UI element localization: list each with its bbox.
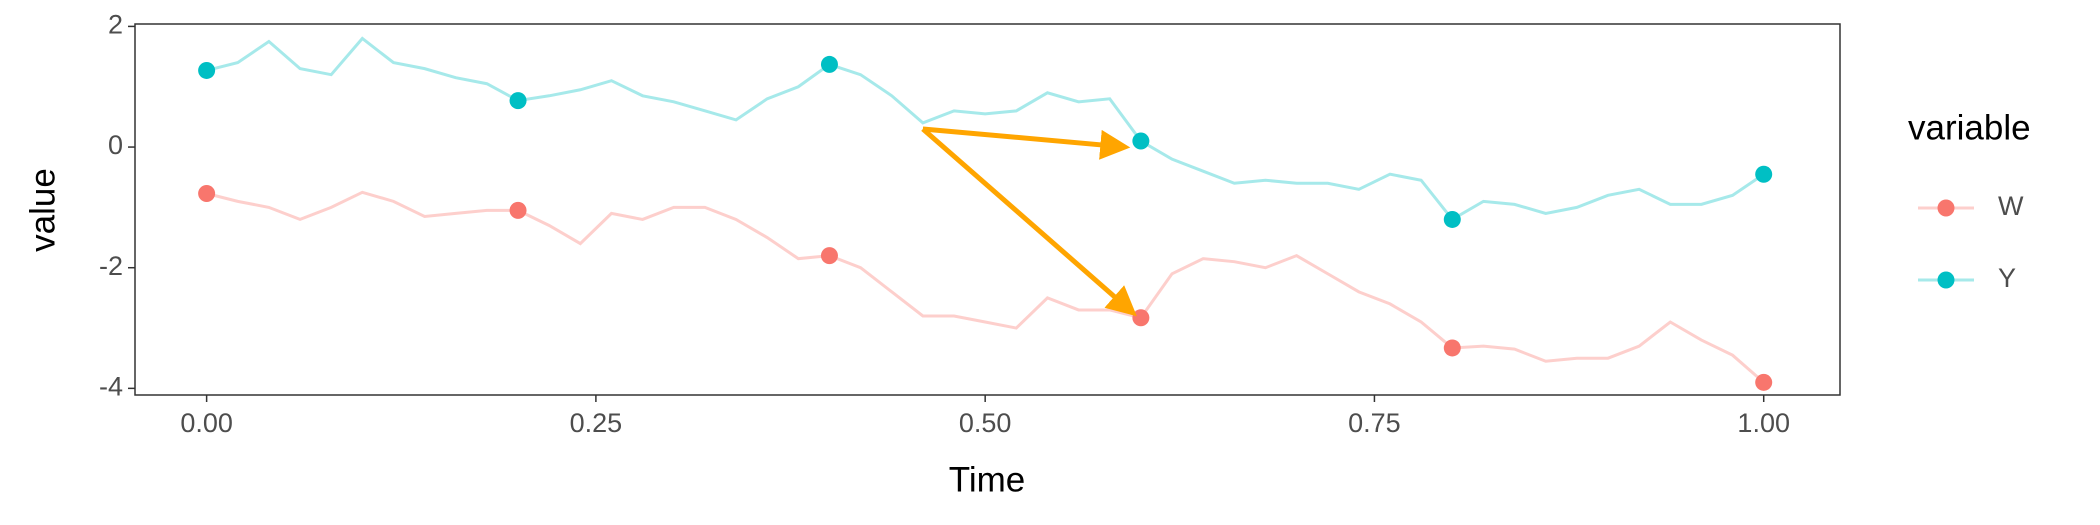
y-tick-label: 0 xyxy=(108,130,123,160)
series-line xyxy=(206,36,1765,222)
y-tick-label: -2 xyxy=(99,251,123,281)
x-axis-title: Time xyxy=(949,460,1025,499)
x-tick-label: 0.50 xyxy=(959,408,1012,438)
legend-label: Y xyxy=(1998,263,2016,293)
series-point xyxy=(198,185,216,203)
series-point xyxy=(1132,309,1150,327)
series-point xyxy=(509,92,527,110)
y-axis-title: value xyxy=(23,168,62,252)
series-point xyxy=(1443,210,1461,228)
annotation-arrow xyxy=(922,126,1131,160)
legend-label: W xyxy=(1998,191,2024,221)
legend-key-point xyxy=(1937,271,1955,289)
legend-title: variable xyxy=(1908,108,2031,147)
x-tick-label: 0.00 xyxy=(180,408,233,438)
series-point xyxy=(820,55,838,73)
y-tick-label: -4 xyxy=(99,371,123,401)
x-tick-label: 0.25 xyxy=(570,408,623,438)
panel-border xyxy=(134,23,1841,396)
legend-key-point xyxy=(1937,199,1955,217)
x-tick-label: 1.00 xyxy=(1737,408,1790,438)
series-point xyxy=(1755,165,1773,183)
series-point xyxy=(509,201,527,219)
series-point xyxy=(1755,373,1773,391)
annotation-arrow xyxy=(921,127,1137,317)
series-point xyxy=(1443,339,1461,357)
series-point xyxy=(198,61,216,79)
series-point xyxy=(1132,132,1150,150)
series-line xyxy=(206,190,1765,384)
x-tick-label: 0.75 xyxy=(1348,408,1401,438)
series-point xyxy=(820,247,838,265)
y-tick-label: 2 xyxy=(108,10,123,40)
